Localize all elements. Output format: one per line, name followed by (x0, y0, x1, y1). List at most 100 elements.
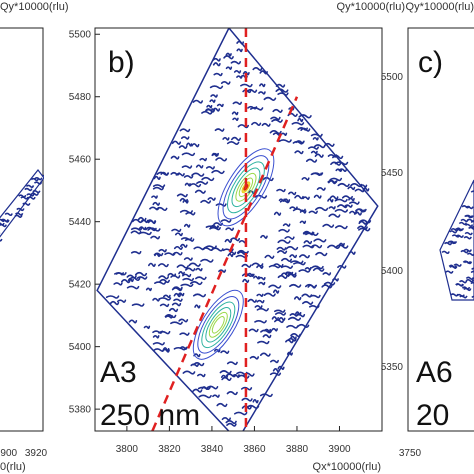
noise-contour (294, 311, 302, 316)
noise-contour (358, 227, 371, 232)
right-thickness-label: 20 (416, 399, 449, 432)
noise-contour (113, 282, 123, 286)
noise-contour (175, 172, 185, 177)
noise-contour (256, 264, 264, 269)
noise-contour (209, 99, 216, 103)
noise-contour (225, 227, 235, 231)
noise-contour (136, 276, 148, 280)
noise-contour (316, 187, 326, 191)
noise-contour (335, 244, 349, 249)
noise-contour (215, 203, 227, 207)
noise-contour (130, 250, 142, 255)
noise-contour (323, 281, 336, 286)
noise-contour (254, 320, 267, 324)
y-tick-label: 5420 (69, 280, 92, 291)
noise-contour (287, 273, 297, 278)
right-panel-label: c) (418, 46, 443, 79)
noise-contour (151, 195, 158, 199)
noise-contour (200, 258, 214, 263)
noise-contour (226, 361, 238, 366)
center-y-axis: 5380 5400 5420 5440 5460 5480 5500 (69, 30, 100, 416)
noise-contour (173, 245, 184, 250)
noise-contour (240, 83, 253, 88)
noise-contour (182, 199, 189, 204)
noise-contour (258, 91, 266, 95)
noise-contour (285, 246, 299, 251)
noise-contour (311, 265, 324, 270)
noise-contour (213, 222, 223, 227)
noise-contour (334, 198, 348, 203)
center-panel: Qy*10000(rlu) 5380 5400 5420 5440 5460 5480 55… (69, 1, 405, 473)
noise-contour (302, 196, 310, 200)
noise-contour (270, 116, 281, 121)
noise-contour (183, 174, 194, 179)
x-tick-label: 3900 (328, 444, 351, 455)
noise-contour (211, 169, 225, 175)
center-panel-label: b) (108, 46, 135, 79)
noise-contour (121, 279, 131, 284)
noise-contour (464, 223, 474, 228)
noise-contour (259, 70, 268, 75)
center-sample-label: A3 (100, 356, 137, 389)
noise-contour (284, 235, 295, 240)
noise-contour (298, 114, 312, 119)
noise-contour (277, 274, 288, 279)
noise-contour (271, 118, 283, 123)
y-tick-label: 5440 (69, 217, 92, 228)
noise-contour (105, 295, 120, 299)
noise-contour (471, 267, 474, 271)
noise-contour (184, 182, 191, 187)
noise-contour (218, 269, 227, 273)
noise-contour (247, 298, 257, 303)
center-plot-frame (94, 27, 383, 432)
noise-contour (241, 263, 252, 268)
noise-contour (277, 239, 291, 244)
noise-contour (152, 297, 161, 302)
noise-contour (242, 278, 250, 284)
noise-contour (180, 136, 190, 140)
noise-contour (137, 216, 147, 222)
noise-contour (16, 207, 25, 212)
x-tick-label: 3840 (201, 444, 224, 455)
noise-contour (275, 88, 289, 93)
noise-contour (232, 101, 243, 106)
noise-contour (315, 206, 329, 212)
noise-contour (357, 225, 368, 230)
noise-contour (15, 212, 24, 216)
noise-contour (308, 305, 320, 309)
noise-contour (27, 196, 36, 200)
noise-contour (126, 274, 137, 279)
noise-contour (253, 275, 260, 280)
noise-contour (290, 335, 297, 340)
noise-contour (277, 249, 288, 254)
noise-contour (162, 294, 171, 299)
noise-contour (268, 284, 282, 289)
noise-contour (194, 189, 206, 194)
noise-contour (328, 213, 341, 218)
noise-contour (273, 309, 286, 313)
noise-contour (130, 227, 143, 231)
noise-contour (313, 238, 327, 243)
noise-contour (24, 187, 33, 192)
noise-contour (327, 179, 338, 184)
noise-contour (251, 121, 262, 126)
noise-contour (294, 194, 304, 200)
peak-contour (211, 316, 225, 334)
center-plot-area (96, 28, 379, 431)
noise-contour (305, 232, 319, 237)
peak-contour (235, 172, 257, 202)
left-plot-frame (0, 27, 44, 432)
noise-contour (171, 302, 182, 307)
noise-contour (278, 198, 286, 202)
noise-contour (263, 292, 276, 297)
noise-contour (276, 188, 286, 193)
noise-contour (362, 187, 370, 192)
y-tick-label: 5480 (69, 92, 92, 103)
noise-contour (443, 241, 453, 246)
noise-contour (230, 237, 241, 242)
noise-contour (178, 145, 188, 150)
noise-contour (341, 195, 353, 200)
noise-contour (220, 350, 230, 355)
noise-contour (182, 277, 195, 282)
noise-contour (158, 330, 171, 335)
